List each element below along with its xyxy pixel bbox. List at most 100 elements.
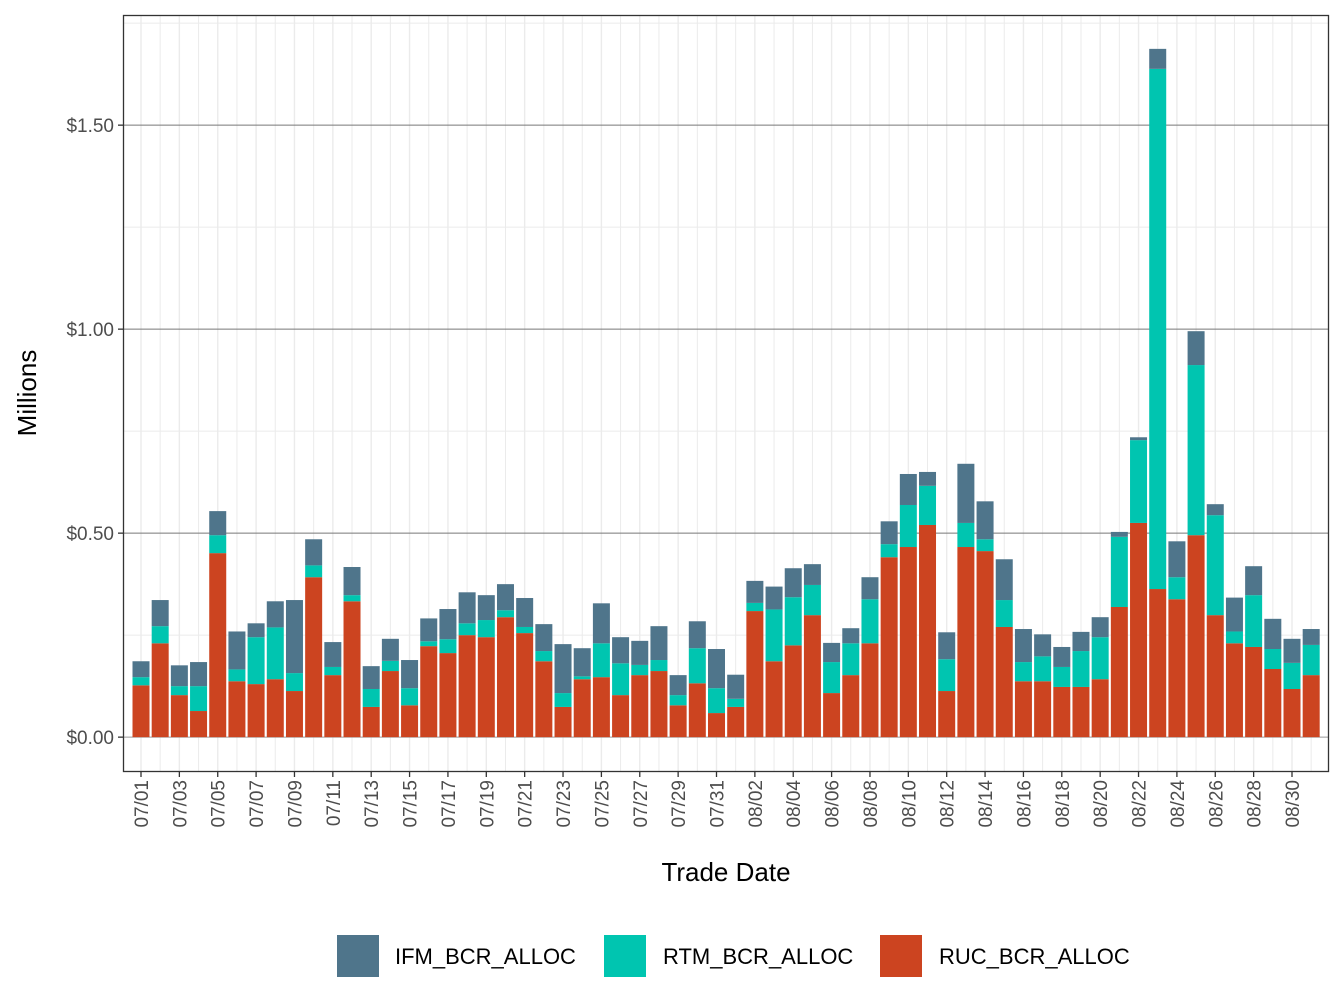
legend-swatch-rtm-bcr-alloc [604,935,646,977]
bar-ruc-bcr-alloc-07-11 [324,675,342,738]
bar-ifm-bcr-alloc-07-23 [554,644,572,694]
bar-ruc-bcr-alloc-07-14 [381,671,399,738]
bar-ifm-bcr-alloc-07-03 [170,665,188,687]
x-tick-label: 08/14 [976,780,997,828]
bar-ruc-bcr-alloc-08-02 [746,611,764,738]
bar-ifm-bcr-alloc-08-31 [1302,629,1320,645]
bar-ruc-bcr-alloc-07-01 [132,685,150,738]
bar-ruc-bcr-alloc-07-29 [669,705,687,738]
bar-ruc-bcr-alloc-08-18 [1053,686,1071,738]
x-tick-label: 08/30 [1283,780,1304,828]
bar-ruc-bcr-alloc-08-30 [1283,688,1301,738]
bar-ifm-bcr-alloc-07-30 [688,621,706,649]
bar-ruc-bcr-alloc-08-07 [842,675,860,738]
bar-rtm-bcr-alloc-07-25 [592,643,610,678]
bar-ifm-bcr-alloc-08-24 [1168,541,1186,578]
bar-ruc-bcr-alloc-08-29 [1264,669,1282,738]
bar-rtm-bcr-alloc-08-08 [861,599,879,644]
bar-rtm-bcr-alloc-08-09 [880,544,898,558]
bar-ruc-bcr-alloc-08-05 [803,615,821,738]
bar-rtm-bcr-alloc-08-10 [899,504,917,548]
x-tick-label: 08/08 [861,780,882,828]
bar-ruc-bcr-alloc-08-20 [1091,679,1109,738]
bar-ifm-bcr-alloc-07-26 [612,637,630,664]
bar-ifm-bcr-alloc-07-16 [420,618,438,642]
x-axis-title: Trade Date [661,857,790,887]
bar-rtm-bcr-alloc-07-05 [209,535,227,554]
bar-ruc-bcr-alloc-08-25 [1187,535,1205,738]
bar-ifm-bcr-alloc-07-28 [650,626,668,661]
bar-ifm-bcr-alloc-08-29 [1264,618,1282,650]
bar-ifm-bcr-alloc-08-27 [1225,597,1243,632]
x-axis: 07/01 07/03 07/05 07/07 07/09 07/11 07/13 07/15… [132,771,1304,828]
bar-ifm-bcr-alloc-07-09 [285,600,303,674]
y-tick-label: $1.50 [66,116,114,137]
bar-ruc-bcr-alloc-07-28 [650,671,668,738]
x-tick-label: 07/13 [362,780,383,828]
bar-ruc-bcr-alloc-08-26 [1206,615,1224,738]
bar-ifm-bcr-alloc-07-12 [343,567,361,596]
x-tick-label: 07/15 [401,780,422,828]
y-tick-label: $0.50 [66,524,114,545]
x-tick-label: 07/01 [132,780,153,828]
bar-ruc-bcr-alloc-08-23 [1149,589,1167,738]
x-tick-label: 08/06 [823,780,844,828]
x-tick-label: 08/28 [1245,780,1266,828]
bar-ifm-bcr-alloc-08-07 [842,628,860,644]
bar-ruc-bcr-alloc-08-06 [823,693,841,738]
bar-ruc-bcr-alloc-08-04 [784,645,802,738]
bar-ifm-bcr-alloc-07-25 [592,603,610,644]
bar-rtm-bcr-alloc-07-12 [343,595,361,602]
bar-rtm-bcr-alloc-07-09 [285,673,303,692]
bar-ifm-bcr-alloc-07-27 [631,640,649,665]
bar-ruc-bcr-alloc-07-07 [247,684,265,738]
bar-rtm-bcr-alloc-07-24 [573,676,591,680]
x-tick-label: 08/22 [1130,780,1151,828]
bar-rtm-bcr-alloc-07-28 [650,660,668,672]
legend-label: RTM_BCR_ALLOC [663,944,853,969]
bar-rtm-bcr-alloc-08-18 [1053,666,1071,687]
plot-panel-border [122,14,1330,773]
bar-ruc-bcr-alloc-07-10 [305,577,323,738]
bar-rtm-bcr-alloc-08-26 [1206,515,1224,616]
x-tick-label: 08/20 [1091,780,1112,828]
bar-ruc-bcr-alloc-07-13 [362,706,380,738]
bar-ruc-bcr-alloc-07-12 [343,601,361,738]
x-tick-label: 07/25 [592,780,613,828]
bar-ifm-bcr-alloc-08-26 [1206,504,1224,516]
bar-ruc-bcr-alloc-07-21 [516,633,534,738]
legend-label: IFM_BCR_ALLOC [395,944,576,969]
bar-ruc-bcr-alloc-07-03 [170,695,188,738]
bar-ifm-bcr-alloc-07-05 [209,511,227,536]
bar-ruc-bcr-alloc-07-05 [209,553,227,738]
bar-ifm-bcr-alloc-08-22 [1130,437,1148,441]
bar-ifm-bcr-alloc-08-14 [976,501,994,540]
bar-ifm-bcr-alloc-07-17 [439,609,457,640]
bar-ifm-bcr-alloc-08-06 [823,642,841,663]
bar-ifm-bcr-alloc-07-04 [190,662,208,687]
bar-ifm-bcr-alloc-08-13 [957,463,975,523]
bar-ifm-bcr-alloc-08-03 [765,586,783,610]
bar-ifm-bcr-alloc-08-15 [995,559,1013,601]
bar-ruc-bcr-alloc-07-15 [401,705,419,738]
bar-ruc-bcr-alloc-08-31 [1302,675,1320,738]
bar-rtm-bcr-alloc-08-15 [995,600,1013,627]
y-axis-title: Millions [12,350,42,437]
bar-rtm-bcr-alloc-08-02 [746,602,764,612]
bar-ruc-bcr-alloc-08-21 [1110,606,1128,738]
bar-ifm-bcr-alloc-07-08 [266,601,284,628]
bar-rtm-bcr-alloc-07-26 [612,663,630,696]
bar-ruc-bcr-alloc-08-17 [1034,681,1052,738]
x-tick-label: 07/23 [554,780,575,828]
bar-rtm-bcr-alloc-07-27 [631,664,649,676]
bar-ifm-bcr-alloc-08-12 [938,632,956,660]
bar-rtm-bcr-alloc-08-06 [823,662,841,694]
bar-ifm-bcr-alloc-07-19 [477,595,495,621]
bar-rtm-bcr-alloc-07-22 [535,651,553,662]
legend-swatch-ruc-bcr-alloc [880,935,922,977]
bar-ifm-bcr-alloc-08-23 [1149,48,1167,69]
bar-ifm-bcr-alloc-07-07 [247,623,265,638]
bar-rtm-bcr-alloc-07-13 [362,688,380,707]
bar-rtm-bcr-alloc-08-19 [1072,651,1090,687]
bar-ifm-bcr-alloc-07-15 [401,660,419,689]
